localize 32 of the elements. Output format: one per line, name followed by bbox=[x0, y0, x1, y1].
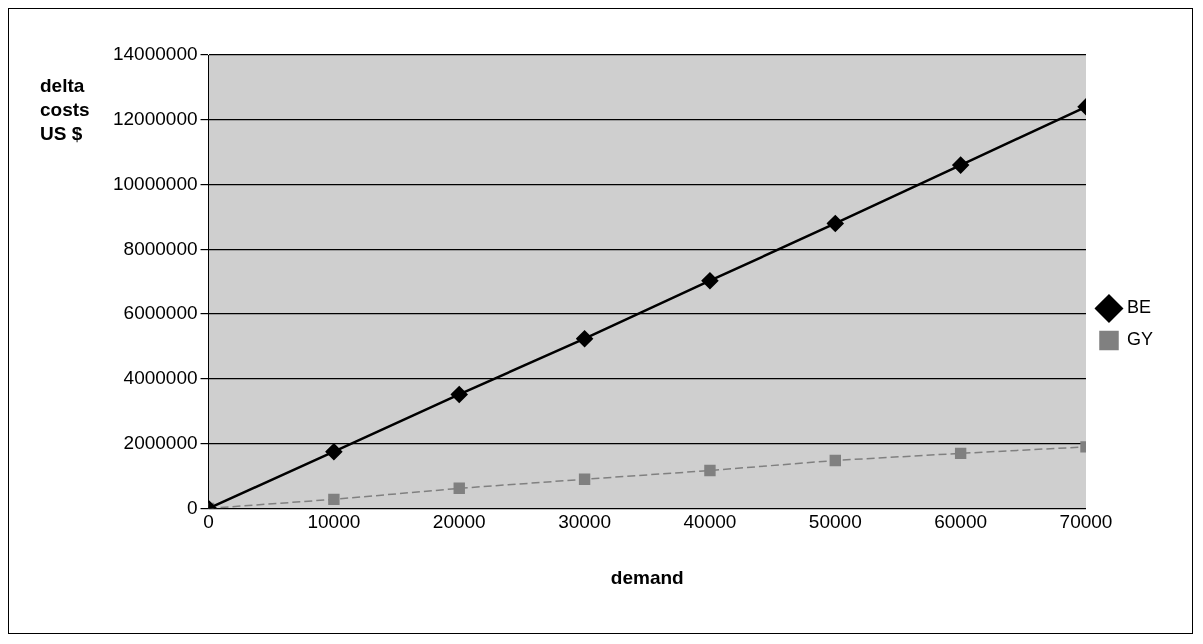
x-tick-label: 10000 bbox=[307, 511, 361, 533]
legend-label: GY bbox=[1126, 329, 1154, 350]
y-tick-label: 12000000 bbox=[112, 108, 198, 130]
x-tick-label: 70000 bbox=[1059, 511, 1113, 533]
x-tick-label: 60000 bbox=[934, 511, 988, 533]
x-tick-label: 50000 bbox=[808, 511, 862, 533]
x-tick-label: 0 bbox=[203, 511, 214, 533]
y-tick-label: 6000000 bbox=[123, 302, 198, 324]
point bbox=[453, 482, 465, 495]
x-tick-label: 20000 bbox=[432, 511, 486, 533]
x-axis-title: demand bbox=[610, 566, 684, 588]
point bbox=[829, 454, 841, 467]
point bbox=[450, 386, 468, 403]
point bbox=[578, 473, 591, 485]
point bbox=[704, 464, 716, 477]
point bbox=[952, 156, 969, 174]
y-tick-label: 0 bbox=[186, 496, 198, 518]
point bbox=[576, 330, 593, 347]
y-tick-label: 2000000 bbox=[123, 431, 198, 453]
y-tick-label: 4000000 bbox=[123, 367, 198, 389]
point bbox=[325, 443, 343, 460]
point bbox=[328, 493, 340, 506]
point bbox=[701, 272, 719, 289]
y-tick-label: 8000000 bbox=[123, 237, 198, 259]
y-tick-label: 10000000 bbox=[112, 172, 198, 194]
legend-label: BE bbox=[1126, 297, 1152, 318]
point bbox=[827, 215, 844, 232]
point bbox=[954, 447, 967, 460]
x-tick-label: 40000 bbox=[683, 511, 737, 533]
y-tick-label: 14000000 bbox=[112, 43, 198, 65]
y-axis-title: delta costs US $ bbox=[40, 74, 91, 146]
x-tick-label: 30000 bbox=[558, 511, 612, 533]
